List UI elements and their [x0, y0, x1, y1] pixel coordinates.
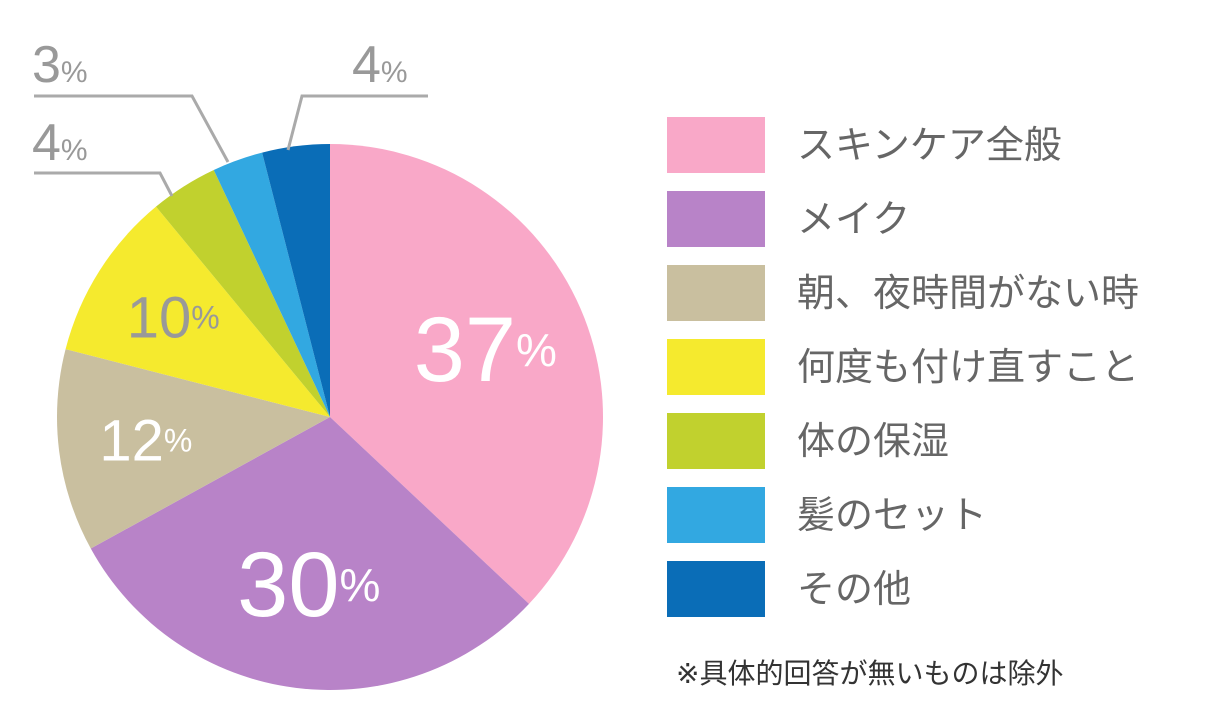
slice-label: 4%	[32, 114, 88, 172]
leader-line	[286, 94, 428, 151]
slice-labels: 37% 30% 12% 10% 4% 3% 4%	[32, 36, 557, 636]
pie-slice	[155, 169, 330, 417]
legend-item: 朝、夜時間がない時	[667, 265, 1207, 321]
pie-slice	[213, 152, 330, 418]
legend-label: 何度も付け直すこと	[797, 345, 1140, 389]
legend-item: スキンケア全般	[667, 117, 1207, 173]
legend-swatch	[667, 339, 765, 395]
legend-swatch	[667, 561, 765, 617]
slice-label: 3%	[32, 36, 88, 94]
pie-slice	[262, 144, 330, 417]
leader-line	[34, 171, 174, 197]
legend-swatch	[667, 191, 765, 247]
slice-label: 12%	[99, 408, 192, 473]
legend-swatch	[667, 487, 765, 543]
leader-line	[34, 94, 230, 163]
legend-swatch	[667, 265, 765, 321]
legend-swatch	[667, 413, 765, 469]
pie-slice	[65, 206, 331, 417]
legend-swatch	[667, 117, 765, 173]
pie-slice	[330, 144, 603, 604]
legend-label: 朝、夜時間がない時	[797, 271, 1140, 315]
slice-label: 30%	[237, 534, 380, 636]
slice-label: 37%	[414, 299, 557, 401]
legend-item: その他	[667, 561, 1207, 617]
legend-item: 体の保湿	[667, 413, 1207, 469]
legend-label: 体の保湿	[797, 419, 950, 463]
legend-label: その他	[797, 567, 912, 611]
slice-label: 4%	[352, 36, 408, 94]
pie-slice	[90, 417, 530, 690]
slice-label: 10%	[127, 285, 220, 350]
legend-label: 髪のセット	[797, 493, 988, 537]
legend-label: メイク	[797, 197, 911, 241]
pie-slice	[57, 349, 331, 549]
legend-item: メイク	[667, 191, 1207, 247]
pie-slices	[57, 144, 603, 690]
legend-item: 髪のセット	[667, 487, 1207, 543]
legend-item: 何度も付け直すこと	[667, 339, 1207, 395]
leader-lines	[34, 94, 428, 197]
footnote: ※具体的回答が無いものは除外	[676, 657, 1064, 690]
legend-label: スキンケア全般	[797, 123, 1062, 167]
